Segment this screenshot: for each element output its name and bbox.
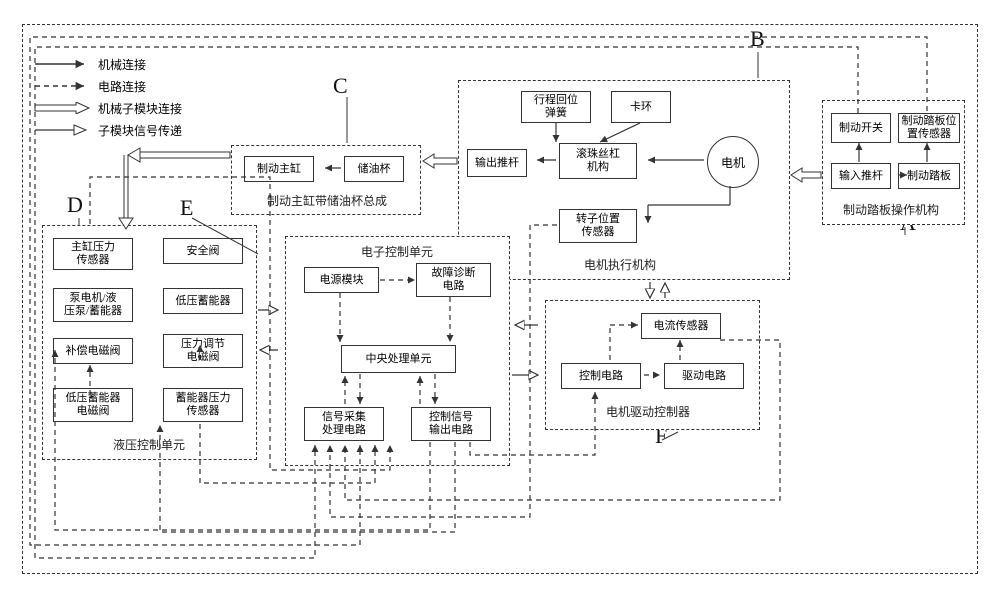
block-pedal-pos-sensor: 制动踏板位置传感器 [898,113,960,143]
block-drive-circuit: 驱动电路 [664,363,744,389]
block-safety-valve: 安全阀 [163,238,243,264]
block-master-cylinder: 制动主缸 [244,156,314,182]
legend-sublink: 机械子模块连接 [34,98,182,118]
block-brake-switch: 制动开关 [831,113,891,143]
legend-mech-label: 机械连接 [98,56,146,73]
legend-mechanical: 机械连接 [34,54,182,74]
legend-sublink-label: 机械子模块连接 [98,100,182,117]
legend: 机械连接 电路连接 机械子模块连接 子模块信号传递 [34,54,182,142]
block-return-spring: 行程回位弹簧 [521,91,591,123]
legend-elec-label: 电路连接 [98,78,146,95]
block-ctrl-circuit: 控制电路 [561,363,641,389]
block-ctrl-out: 控制信号输出电路 [411,407,491,441]
legend-mech-icon [34,58,92,70]
block-snap-ring: 卡环 [611,91,671,123]
block-pump: 泵电机/液压泵/蓄能器 [53,288,133,322]
block-input-rod: 输入推杆 [831,163,891,189]
legend-subsignal: 子模块信号传递 [34,120,182,140]
block-motor: 电机 [707,136,759,188]
legend-subsignal-label: 子模块信号传递 [98,122,182,139]
module-B-title: 电机执行机构 [584,256,656,273]
module-D: 主缸压力传感器 安全阀 泵电机/液压泵/蓄能器 低压蓄能器 补偿电磁阀 压力调节… [42,225,257,460]
block-comp-valve: 补偿电磁阀 [53,338,133,364]
block-signal-acq: 信号采集处理电路 [304,407,384,441]
module-F: 电流传感器 控制电路 驱动电路 电机驱动控制器 [545,300,760,430]
block-lp-acc-valve: 低压蓄能器电磁阀 [53,388,133,422]
legend-electrical: 电路连接 [34,76,182,96]
module-F-title: 电机驱动控制器 [606,403,690,420]
module-A-title: 制动踏板操作机构 [843,201,939,218]
legend-subsignal-icon [34,124,92,136]
module-D-title: 液压控制单元 [113,436,185,453]
block-mc-pressure-sensor: 主缸压力传感器 [53,238,133,270]
module-C: 制动主缸 储油杯 制动主缸带储油杯总成 [231,145,421,215]
block-current-sensor: 电流传感器 [641,313,721,339]
block-brake-pedal: 制动踏板 [898,163,960,189]
module-E-title: 电子控制单元 [361,243,433,260]
block-fault-diag: 故障诊断电路 [416,263,491,297]
module-A: 制动开关 制动踏板位置传感器 输入推杆 制动踏板 制动踏板操作机构 [822,100,965,225]
legend-elec-icon [34,80,92,92]
block-rotor-sensor: 转子位置传感器 [559,209,637,243]
module-C-title: 制动主缸带储油杯总成 [267,192,387,209]
block-cpu: 中央处理单元 [341,345,456,373]
section-label-E: E [180,195,193,221]
diagram-canvas: 机械连接 电路连接 机械子模块连接 子模块信号传递 A B C D E F 制动… [0,0,1000,597]
block-oil-cup: 储油杯 [344,156,404,182]
legend-sublink-icon [34,102,92,114]
section-label-D: D [67,192,83,218]
block-pressure-adj-valve: 压力调节电磁阀 [163,334,243,368]
section-label-B: B [750,26,765,52]
block-acc-pressure-sensor: 蓄能器压力传感器 [163,388,243,422]
block-ball-screw: 滚珠丝杠机构 [559,143,637,179]
block-output-rod: 输出推杆 [467,149,527,177]
block-power-module: 电源模块 [304,267,379,293]
section-label-C: C [333,73,348,99]
module-E: 电子控制单元 电源模块 故障诊断电路 中央处理单元 信号采集处理电路 控制信号输… [285,236,510,466]
block-lp-accumulator: 低压蓄能器 [163,288,243,314]
